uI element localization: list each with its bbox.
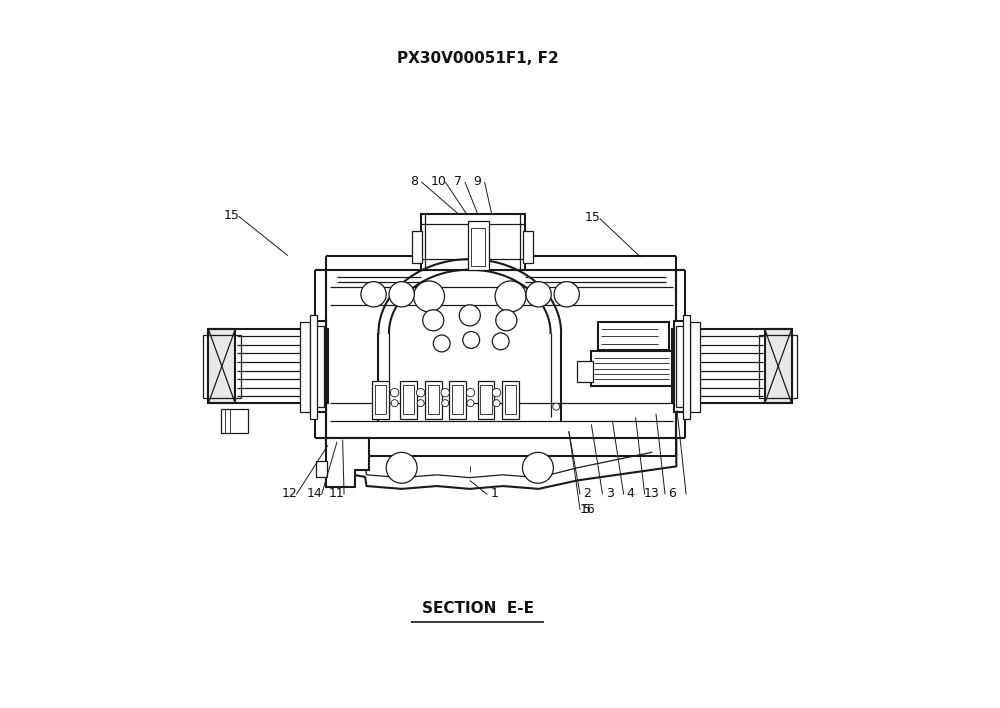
Bar: [310, 314, 317, 418]
Circle shape: [390, 389, 399, 397]
Bar: [375, 385, 386, 414]
Circle shape: [386, 452, 417, 484]
Text: 11: 11: [329, 487, 345, 500]
Circle shape: [416, 389, 425, 397]
Bar: [372, 381, 389, 418]
Circle shape: [496, 309, 517, 331]
Bar: [400, 381, 417, 418]
Bar: [591, 351, 672, 387]
Bar: [208, 329, 235, 403]
Circle shape: [526, 282, 551, 307]
Bar: [505, 385, 516, 414]
Polygon shape: [326, 438, 369, 488]
Bar: [690, 321, 700, 411]
Bar: [203, 335, 241, 398]
Bar: [676, 326, 684, 406]
Circle shape: [414, 281, 445, 312]
Bar: [598, 321, 669, 350]
Text: 9: 9: [474, 174, 481, 188]
Bar: [428, 385, 439, 414]
Circle shape: [554, 282, 579, 307]
Bar: [523, 231, 533, 263]
Bar: [672, 329, 792, 403]
Bar: [314, 321, 326, 411]
Circle shape: [391, 399, 398, 406]
Bar: [674, 321, 686, 411]
Bar: [468, 220, 489, 270]
Text: 2: 2: [583, 487, 591, 500]
Bar: [480, 385, 492, 414]
Bar: [300, 321, 310, 411]
Text: SECTION  E-E: SECTION E-E: [422, 601, 534, 616]
Text: 16: 16: [579, 503, 595, 515]
Bar: [403, 385, 414, 414]
Bar: [221, 409, 248, 433]
Bar: [759, 335, 797, 398]
Circle shape: [522, 452, 553, 484]
Bar: [316, 326, 324, 406]
Text: 15: 15: [585, 211, 601, 224]
Bar: [765, 329, 792, 403]
Bar: [208, 329, 328, 403]
Bar: [478, 381, 494, 418]
Circle shape: [441, 389, 449, 397]
Bar: [425, 381, 442, 418]
Bar: [421, 214, 525, 270]
Text: 6: 6: [668, 487, 676, 500]
Circle shape: [492, 333, 509, 350]
Text: 12: 12: [281, 487, 297, 500]
Bar: [471, 227, 485, 266]
Text: 13: 13: [644, 487, 660, 500]
Bar: [683, 314, 690, 418]
Circle shape: [467, 399, 474, 406]
Text: 10: 10: [430, 174, 446, 188]
Bar: [412, 231, 422, 263]
Circle shape: [389, 282, 414, 307]
Bar: [326, 270, 676, 438]
Text: 15: 15: [224, 209, 240, 222]
Bar: [449, 381, 466, 418]
Text: 14: 14: [307, 487, 322, 500]
Circle shape: [553, 403, 560, 410]
Bar: [577, 361, 593, 382]
Circle shape: [442, 399, 449, 406]
Bar: [452, 385, 463, 414]
Text: PX30V00051F1, F2: PX30V00051F1, F2: [397, 52, 558, 67]
Circle shape: [459, 305, 480, 326]
Circle shape: [466, 389, 475, 397]
Circle shape: [361, 282, 386, 307]
Circle shape: [493, 399, 500, 406]
Circle shape: [423, 309, 444, 331]
Text: 7: 7: [454, 174, 462, 188]
Text: 5: 5: [583, 503, 591, 515]
Circle shape: [492, 389, 501, 397]
Circle shape: [417, 399, 424, 406]
Text: 1: 1: [490, 487, 498, 500]
Circle shape: [463, 331, 480, 348]
Circle shape: [433, 335, 450, 352]
Circle shape: [495, 281, 526, 312]
Text: 4: 4: [627, 487, 635, 500]
Bar: [502, 381, 519, 418]
Text: 8: 8: [410, 174, 418, 188]
Text: 3: 3: [606, 487, 614, 500]
Bar: [316, 462, 327, 477]
